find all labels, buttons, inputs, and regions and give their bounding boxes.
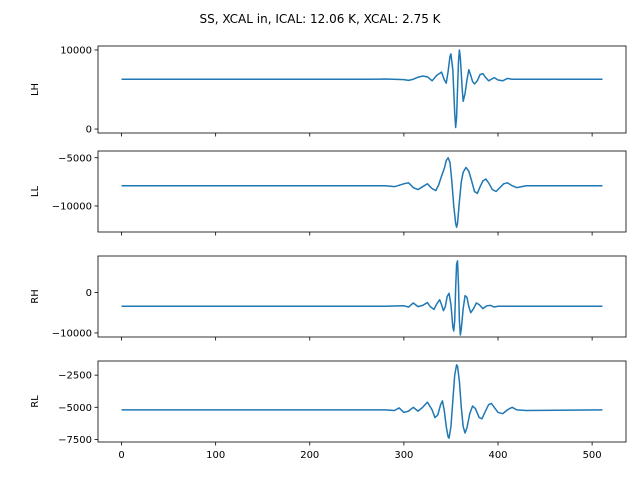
y-axis-label-lh: LH: [30, 83, 41, 96]
y-tick-label-rl: −2500: [58, 371, 92, 382]
x-tick-label: 400: [488, 450, 507, 461]
y-axis-label-rl: RL: [30, 395, 41, 408]
x-tick-label: 200: [300, 450, 319, 461]
series-line-rh: [121, 260, 603, 336]
y-tick-label-ll: −10000: [52, 201, 92, 212]
x-tick-label: 0: [118, 450, 124, 461]
y-tick-label-lh: 10000: [60, 45, 92, 56]
y-tick-label-rh: −10000: [52, 328, 92, 339]
subplot-ll: −5000 −10000 LL: [30, 150, 627, 236]
y-tick-label-lh: 0: [86, 125, 92, 136]
subplot-lh: 0 10000 LH: [30, 45, 627, 137]
y-tick-label-rl: −5000: [58, 403, 92, 414]
axes-frame-rh: [97, 255, 627, 338]
subplots: 0 10000 LH −5000 −10000 LL 0 −10000 RH −2500 −5000…: [30, 45, 627, 461]
axes-frame-ll: [97, 150, 627, 233]
y-tick-label-ll: −5000: [58, 153, 92, 164]
subplot-rh: 0 −10000 RH: [30, 255, 627, 341]
y-axis-label-rh: RH: [30, 289, 41, 303]
subplot-rl: −2500 −5000 −7500 RL 0 100 200 300 400 500: [30, 360, 627, 461]
figure-title: SS, XCAL in, ICAL: 12.06 K, XCAL: 2.75 K: [199, 12, 441, 26]
y-axis-label-ll: LL: [30, 186, 41, 198]
x-tick-label: 500: [583, 450, 602, 461]
y-tick-label-rh: 0: [86, 288, 92, 299]
axes-frame-rl: [97, 360, 627, 443]
series-line-ll: [121, 157, 603, 228]
axes-frame-lh: [97, 45, 627, 134]
series-line-lh: [121, 49, 603, 129]
y-tick-label-rl: −7500: [58, 435, 92, 446]
series-line-rl: [121, 364, 603, 439]
x-tick-label: 300: [394, 450, 413, 461]
x-tick-label: 100: [206, 450, 225, 461]
